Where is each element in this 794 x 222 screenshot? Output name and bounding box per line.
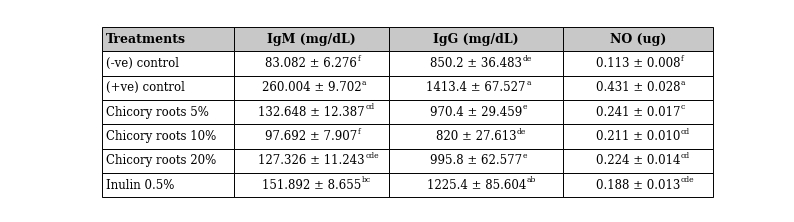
Bar (102, 51, 233, 76)
Text: 97.692 ± 7.907: 97.692 ± 7.907 (265, 130, 357, 143)
Bar (563, 124, 713, 149)
Bar (563, 100, 713, 124)
Bar (233, 100, 389, 124)
Bar (233, 149, 389, 173)
Text: f: f (358, 128, 360, 136)
Bar (389, 149, 563, 173)
Text: de: de (522, 55, 532, 63)
Text: 1413.4 ± 67.527: 1413.4 ± 67.527 (426, 81, 526, 94)
Bar (102, 149, 233, 173)
Text: 0.431 ± 0.028: 0.431 ± 0.028 (596, 81, 680, 94)
Text: c: c (680, 103, 685, 111)
Text: 995.8 ± 62.577: 995.8 ± 62.577 (430, 154, 522, 167)
Text: 850.2 ± 36.483: 850.2 ± 36.483 (430, 57, 522, 70)
Bar (102, 27, 233, 51)
Text: (-ve) control: (-ve) control (106, 57, 179, 70)
Bar (389, 76, 563, 100)
Text: ab: ab (526, 176, 536, 184)
Bar (389, 51, 563, 76)
Text: 0.241 ± 0.017: 0.241 ± 0.017 (596, 106, 680, 119)
Text: 83.082 ± 6.276: 83.082 ± 6.276 (265, 57, 357, 70)
Text: IgG (mg/dL): IgG (mg/dL) (434, 33, 519, 46)
Bar (563, 27, 713, 51)
Text: IgM (mg/dL): IgM (mg/dL) (267, 33, 356, 46)
Text: 970.4 ± 29.459: 970.4 ± 29.459 (430, 106, 522, 119)
Text: 0.211 ± 0.010: 0.211 ± 0.010 (596, 130, 680, 143)
Text: 820 ± 27.613: 820 ± 27.613 (436, 130, 517, 143)
Text: Inulin 0.5%: Inulin 0.5% (106, 178, 175, 192)
Text: 127.326 ± 11.243: 127.326 ± 11.243 (258, 154, 364, 167)
Text: de: de (517, 128, 526, 136)
Text: 0.188 ± 0.013: 0.188 ± 0.013 (596, 178, 680, 192)
Bar (102, 124, 233, 149)
Text: 151.892 ± 8.655: 151.892 ± 8.655 (262, 178, 361, 192)
Text: f: f (358, 55, 360, 63)
Text: 0.224 ± 0.014: 0.224 ± 0.014 (596, 154, 680, 167)
Bar (233, 51, 389, 76)
Bar (389, 173, 563, 197)
Bar (563, 76, 713, 100)
Text: cd: cd (680, 152, 690, 160)
Text: NO (ug): NO (ug) (610, 33, 666, 46)
Text: 1225.4 ± 85.604: 1225.4 ± 85.604 (426, 178, 526, 192)
Text: 132.648 ± 12.387: 132.648 ± 12.387 (258, 106, 364, 119)
Text: a: a (362, 79, 366, 87)
Text: Chicory roots 10%: Chicory roots 10% (106, 130, 216, 143)
Text: cde: cde (365, 152, 379, 160)
Text: Treatments: Treatments (106, 33, 186, 46)
Text: Chicory roots 20%: Chicory roots 20% (106, 154, 216, 167)
Bar (563, 149, 713, 173)
Bar (563, 173, 713, 197)
Text: f: f (680, 55, 684, 63)
Bar (233, 124, 389, 149)
Text: a: a (680, 79, 685, 87)
Text: cde: cde (680, 176, 694, 184)
Text: a: a (526, 79, 531, 87)
Bar (102, 100, 233, 124)
Bar (389, 27, 563, 51)
Bar (102, 173, 233, 197)
Text: e: e (522, 152, 527, 160)
Text: (+ve) control: (+ve) control (106, 81, 185, 94)
Bar (233, 173, 389, 197)
Text: cd: cd (680, 128, 690, 136)
Bar (233, 76, 389, 100)
Text: e: e (522, 103, 527, 111)
Bar (389, 100, 563, 124)
Bar (563, 51, 713, 76)
Text: cd: cd (365, 103, 374, 111)
Bar (102, 76, 233, 100)
Bar (389, 124, 563, 149)
Text: bc: bc (361, 176, 371, 184)
Text: Chicory roots 5%: Chicory roots 5% (106, 106, 209, 119)
Bar (233, 27, 389, 51)
Text: 260.004 ± 9.702: 260.004 ± 9.702 (261, 81, 361, 94)
Text: 0.113 ± 0.008: 0.113 ± 0.008 (596, 57, 680, 70)
